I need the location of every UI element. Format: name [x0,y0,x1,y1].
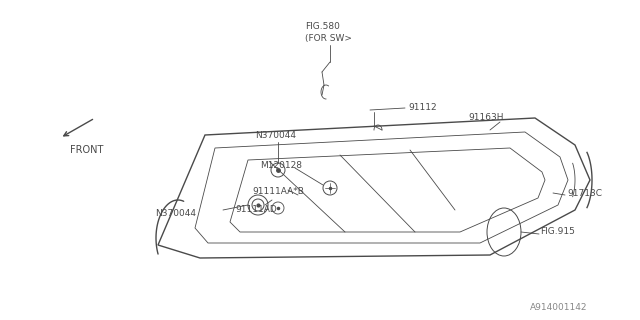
Text: 91163H: 91163H [468,114,504,123]
Text: 91111AD: 91111AD [235,205,276,214]
Text: 91111AA*B: 91111AA*B [252,188,304,196]
Text: (FOR SW>: (FOR SW> [305,34,352,43]
Text: N370044: N370044 [255,132,296,140]
Text: FIG.915: FIG.915 [540,228,575,236]
Text: N370044: N370044 [155,209,196,218]
Text: FIG.580: FIG.580 [305,22,340,31]
Text: 91713C: 91713C [567,189,602,198]
Text: FRONT: FRONT [70,145,104,155]
Text: M120128: M120128 [260,161,302,170]
Text: 91112: 91112 [408,103,436,113]
Text: A914001142: A914001142 [530,303,588,313]
